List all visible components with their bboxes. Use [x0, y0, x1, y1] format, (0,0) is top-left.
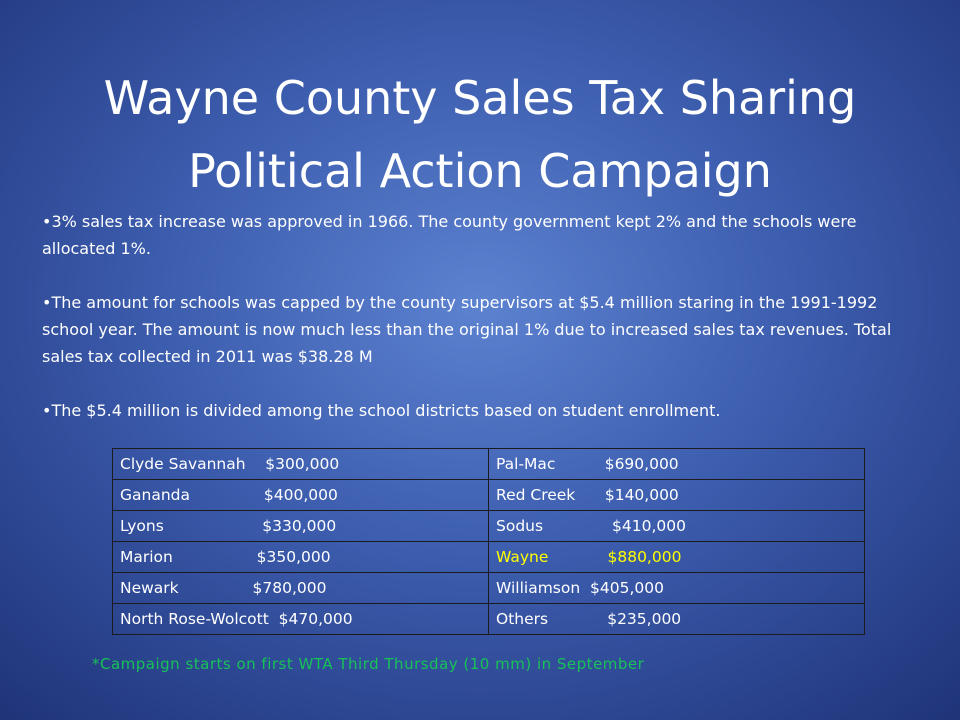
table-row: Lyons $330,000 Sodus $410,000	[112, 510, 865, 542]
table-cell: Sodus $410,000	[488, 510, 865, 542]
table-cell: North Rose-Wolcott $470,000	[112, 603, 489, 635]
table-cell: Williamson $405,000	[488, 572, 865, 604]
table-row: Marion $350,000 Wayne $880,000	[112, 541, 865, 573]
title-line-2: Political Action Campaign	[188, 144, 772, 198]
table-cell: Newark $780,000	[112, 572, 489, 604]
table-cell: Lyons $330,000	[112, 510, 489, 542]
table-cell: Red Creek $140,000	[488, 479, 865, 511]
campaign-footnote: *Campaign starts on first WTA Third Thur…	[92, 655, 645, 673]
table-cell: Others $235,000	[488, 603, 865, 635]
title-line-1: Wayne County Sales Tax Sharing	[103, 71, 857, 125]
table-cell-highlighted: Wayne $880,000	[488, 541, 865, 573]
table-cell: Marion $350,000	[112, 541, 489, 573]
bullet-distribution: •The $5.4 million is divided among the s…	[42, 401, 721, 420]
table-row: Clyde Savannah $300,000 Pal-Mac $690,000	[112, 448, 865, 480]
table-cell: Pal-Mac $690,000	[488, 448, 865, 480]
table-row: North Rose-Wolcott $470,000 Others $235,…	[112, 603, 865, 635]
bullet-school-cap: •The amount for schools was capped by th…	[42, 293, 892, 366]
district-allocation-table: Clyde Savannah $300,000 Pal-Mac $690,000…	[112, 448, 865, 635]
table-row: Newark $780,000 Williamson $405,000	[112, 572, 865, 604]
bullet-list: •3% sales tax increase was approved in 1…	[42, 208, 922, 424]
table-cell: Clyde Savannah $300,000	[112, 448, 489, 480]
slide-title: Wayne County Sales Tax Sharing Political…	[0, 62, 960, 208]
table-cell: Gananda $400,000	[112, 479, 489, 511]
bullet-tax-increase: •3% sales tax increase was approved in 1…	[42, 212, 857, 258]
table-row: Gananda $400,000 Red Creek $140,000	[112, 479, 865, 511]
